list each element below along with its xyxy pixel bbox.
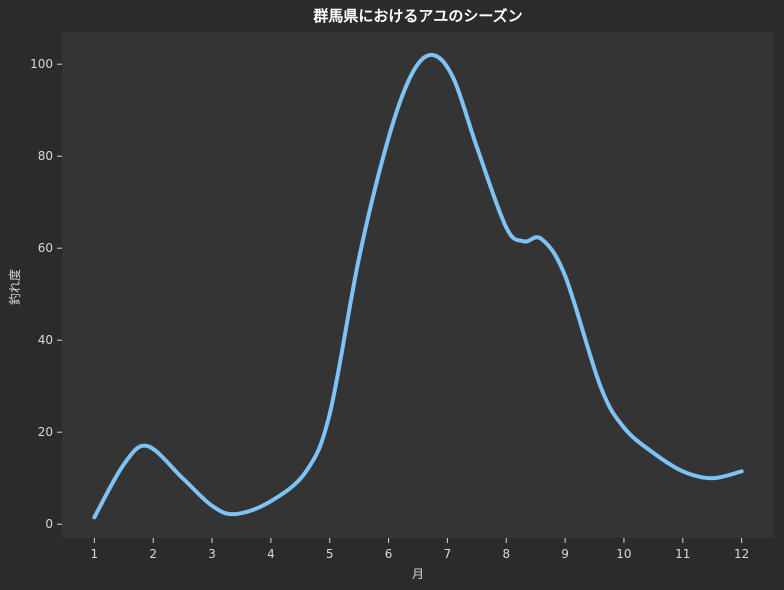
y-tick-label: 80 [38,149,53,163]
y-axis: 0 20 40 60 80 100 [30,57,62,531]
y-axis-label: 釣れ度 [7,269,22,305]
y-tick-label: 40 [38,333,53,347]
x-tick-label: 10 [616,547,631,561]
x-tick-label: 5 [326,547,334,561]
x-tick-label: 7 [444,547,452,561]
x-tick-label: 11 [675,547,690,561]
y-tick-label: 60 [38,241,53,255]
x-tick-label: 9 [561,547,569,561]
x-tick-label: 4 [267,547,275,561]
series-layer [92,52,744,520]
y-tick-label: 100 [30,57,53,71]
y-tick-label: 20 [38,425,53,439]
y-tick-label: 0 [45,517,53,531]
x-tick-label: 12 [734,547,749,561]
chart-title: 群馬県におけるアユのシーズン [313,7,522,25]
x-tick-label: 2 [149,547,157,561]
series-line [92,52,744,520]
x-tick-label: 1 [91,547,99,561]
x-tick-label: 6 [385,547,393,561]
x-tick-label: 8 [502,547,510,561]
x-tick-label: 3 [208,547,216,561]
x-axis: 1 2 3 4 5 6 7 8 9 10 11 12 [91,538,749,561]
x-axis-label: 月 [412,567,424,581]
